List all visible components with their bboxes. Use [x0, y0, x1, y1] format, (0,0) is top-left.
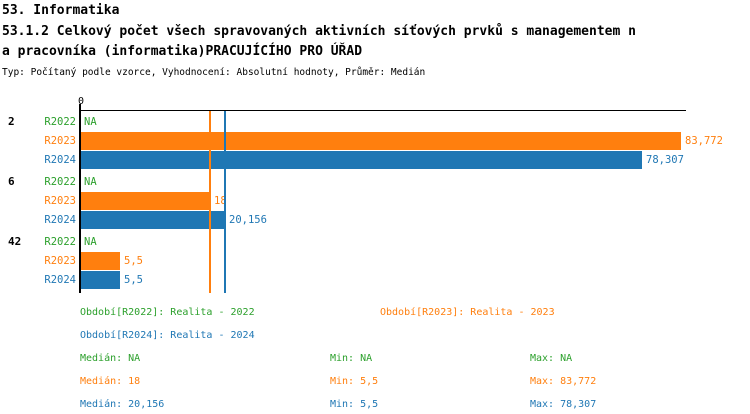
series-label: R2023: [44, 255, 76, 267]
stats-max-r2024: Max: 78,307: [530, 399, 597, 410]
stats-median-r2024: Medián: 20,156: [80, 399, 165, 410]
report-meta: Typ: Počítaný podle vzorce, Vyhodnocení:…: [2, 67, 426, 78]
bar-value-label: 20,156: [229, 214, 267, 226]
group-category-label: 6: [8, 175, 15, 188]
indicator-title-line1: 53.1.2 Celkový počet všech spravovaných …: [2, 24, 636, 39]
bar-value-label: 18: [214, 195, 227, 207]
legend-item-r2022: Období[R2022]: Realita - 2022: [80, 307, 255, 318]
series-label: R2022: [44, 176, 76, 188]
bar-value-label: 78,307: [646, 154, 684, 166]
bar: [81, 211, 225, 229]
stats-median-r2023: Medián: 18: [80, 376, 141, 387]
bar: [81, 132, 681, 150]
bar: [81, 271, 120, 289]
na-value-label: NA: [84, 236, 97, 248]
stats-max-r2023: Max: 83,772: [530, 376, 597, 387]
series-label: R2022: [44, 116, 76, 128]
stats-median-r2022: Medián: NA: [80, 353, 141, 364]
legend-item-r2024: Období[R2024]: Realita - 2024: [80, 330, 255, 341]
bar-value-label: 5,5: [124, 274, 143, 286]
indicator-title-line2: a pracovníka (informatika)PRACUJÍCÍHO PR…: [2, 44, 363, 59]
y-axis-line: [79, 104, 81, 293]
bar: [81, 192, 210, 210]
legend-item-r2023: Období[R2023]: Realita - 2023: [380, 307, 555, 318]
na-value-label: NA: [84, 176, 97, 188]
stats-max-r2022: Max: NA: [530, 353, 573, 364]
series-label: R2024: [44, 154, 76, 166]
series-label: R2023: [44, 195, 76, 207]
median-reference-line: [209, 111, 211, 293]
series-label: R2022: [44, 236, 76, 248]
stats-min-r2022: Min: NA: [330, 353, 373, 364]
stats-min-r2024: Min: 5,5: [330, 399, 379, 410]
bar-value-label: 5,5: [124, 255, 143, 267]
group-category-label: 2: [8, 115, 15, 128]
axis-origin-label: 0: [77, 96, 85, 107]
bar: [81, 252, 120, 270]
group-category-label: 42: [8, 235, 22, 248]
x-axis-line: [80, 110, 686, 111]
series-label: R2023: [44, 135, 76, 147]
bar: [81, 151, 642, 169]
na-value-label: NA: [84, 116, 97, 128]
series-label: R2024: [44, 214, 76, 226]
bar-value-label: 83,772: [685, 135, 723, 147]
stats-min-r2023: Min: 5,5: [330, 376, 379, 387]
section-title: 53. Informatika: [2, 3, 120, 18]
median-reference-line: [224, 111, 226, 293]
series-label: R2024: [44, 274, 76, 286]
